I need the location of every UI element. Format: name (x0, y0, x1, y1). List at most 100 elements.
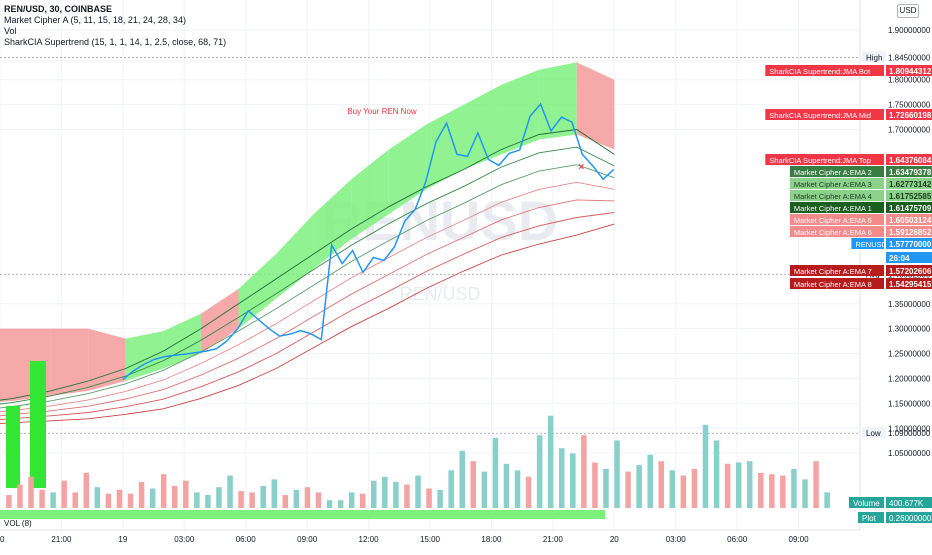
band-segment-8 (276, 214, 314, 299)
price-label-value-3: 1.63479378 (889, 168, 932, 177)
volume-bar (238, 491, 244, 508)
volume-bar (260, 485, 266, 508)
volume-bar (393, 482, 399, 508)
volume-bar (669, 470, 676, 508)
price-label-name-bg-1 (765, 109, 884, 120)
volume-bar (581, 435, 587, 508)
volume-bar (525, 476, 532, 508)
vol-label-name-bg-0 (849, 497, 884, 508)
volume-bar (614, 440, 620, 508)
volume-bar (448, 470, 454, 508)
ref-label-bg-0 (862, 51, 886, 63)
y-tick-0: 1.90000000 (888, 26, 931, 35)
volume-bar (326, 500, 333, 508)
price-label-name-3: Market Cipher A:EMA 2 (794, 168, 872, 177)
buy-annotation: Buy Your REN Now (347, 107, 417, 116)
band-segment-6 (200, 288, 239, 354)
volume-bar (293, 489, 300, 508)
y-tick-9: 1.10000000 (888, 424, 931, 433)
volume-bar (503, 463, 510, 508)
volume-bar (636, 465, 642, 508)
volume-bar (138, 482, 145, 508)
indicator-vol[interactable]: Vol (4, 26, 17, 36)
price-label-name-bg-8 (789, 226, 884, 237)
price-label-value-bg-3 (886, 166, 932, 177)
price-label-name-9: RENUSD (855, 240, 887, 249)
volume-bar (536, 435, 543, 508)
vol-label-name-1: Plot (862, 514, 877, 523)
price-label-name-bg-0 (765, 65, 884, 76)
volume-bar (813, 461, 819, 508)
volume-bar (348, 492, 355, 508)
band-segment-16 (576, 62, 615, 150)
symbol-title[interactable]: REN/USD, 30, COINBASE (4, 4, 113, 14)
ema-ribbon-6 (0, 212, 615, 421)
x-tick-1: 21:00 (51, 535, 72, 544)
price-label-name-4: Market Cipher A:EMA 3 (794, 180, 872, 189)
volume-bar (371, 480, 377, 508)
price-label-name-11: Market Cipher A:EMA 7 (794, 267, 872, 276)
volume-bar (746, 461, 753, 508)
y-tick-10: 1.05000000 (888, 449, 931, 458)
volume-bar (172, 485, 178, 508)
x-tick-0: 00 (0, 535, 5, 544)
volume-bar (592, 462, 598, 508)
volume-bar (481, 471, 488, 508)
volume-bar (647, 454, 653, 508)
indicator-market-cipher[interactable]: Market Cipher A (5, 11, 15, 18, 21, 24, … (4, 15, 186, 25)
x-tick-13: 09:00 (789, 535, 810, 544)
volume-bar (72, 492, 78, 508)
ref-value-high: 1.84500000 (888, 53, 931, 62)
band-segment-10 (351, 149, 389, 240)
price-label-name-bg-7 (789, 214, 884, 225)
price-label-name-bg-6 (789, 202, 884, 213)
band-segment-2 (50, 328, 89, 396)
price-label-value-bg-9 (886, 238, 932, 249)
ref-label-low: Low (866, 429, 881, 438)
price-label-name-1: SharkCIA Supertrend:JMA Mid (769, 111, 871, 120)
price-label-value-bg-1 (886, 109, 932, 120)
volume-bar (459, 450, 465, 508)
volume-bar (39, 489, 45, 508)
volume-bar (680, 475, 687, 508)
volume-bar (415, 475, 421, 508)
ema-ribbon-5 (0, 199, 615, 417)
y-tick-2: 1.75000000 (888, 101, 931, 110)
volume-bar (658, 461, 665, 508)
ema-ribbon-1 (0, 129, 615, 401)
volume-bar (724, 463, 731, 508)
volume-bar (160, 474, 167, 508)
price-label-name-bg-4 (789, 178, 884, 189)
currency-button[interactable]: USD (897, 4, 919, 18)
volume-bar (603, 469, 609, 508)
vol-strip (0, 510, 605, 519)
x-tick-4: 06:00 (236, 535, 257, 544)
y-tick-8: 1.15000000 (888, 399, 931, 408)
price-label-value-12: 1.54295415 (889, 280, 932, 289)
volume-bar (758, 472, 764, 508)
x-tick-11: 03:00 (666, 535, 687, 544)
price-label-value-9: 1.57770000 (889, 240, 932, 249)
price-label-value-2: 1.64376084 (889, 156, 932, 165)
volume-bar (802, 479, 808, 508)
indicator-supertrend[interactable]: SharkCIA Supertrend (15, 1, 1, 14, 1, 2.… (4, 37, 227, 47)
volume-bar (437, 489, 443, 508)
volume-bar (570, 453, 576, 508)
chart-legend: REN/USD, 30, COINBASE Market Cipher A (5… (4, 4, 226, 48)
volume-bar (404, 484, 410, 508)
x-tick-8: 18:00 (481, 535, 502, 544)
volume-bar (271, 479, 278, 508)
volume-bar (50, 492, 56, 508)
volume-bar (691, 469, 698, 508)
price-label-name-bg-2 (765, 154, 884, 165)
volume-bar (625, 471, 631, 508)
price-label-name-bg-9 (851, 238, 884, 249)
volume-bar (559, 448, 565, 508)
band-segment-13 (463, 84, 502, 170)
signal-bar-1 (6, 405, 20, 488)
vol-label-value-bg-0 (886, 497, 932, 508)
y-tick-6: 1.25000000 (888, 350, 931, 359)
volume-bar (83, 472, 90, 508)
